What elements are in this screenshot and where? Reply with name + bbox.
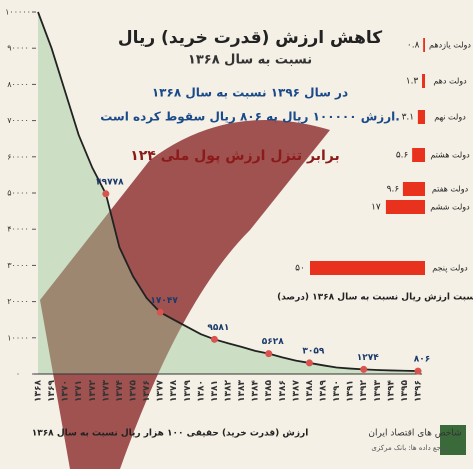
bar-category: دولت پنجم	[432, 264, 468, 273]
x-tick-label: ۱۳۸۶	[278, 380, 288, 402]
note: در سال ۱۳۹۶ نسبت به سال ۱۳۶۸	[152, 86, 348, 100]
x-tick-label: ۱۳۷۱	[74, 380, 84, 402]
value-label: ۴۹۷۷۸	[96, 177, 124, 187]
bar	[386, 200, 425, 214]
x-tick-label: ۱۳۷۵	[129, 380, 139, 402]
bar	[412, 148, 425, 162]
bar	[422, 74, 425, 88]
bar	[423, 38, 425, 52]
point	[157, 309, 164, 316]
x-tick-label: ۱۳۸۷	[291, 380, 301, 402]
x-tick-label: ۱۳۷۶	[142, 380, 152, 402]
value-label: ۱.۳	[406, 77, 419, 87]
x-tick-label: ۱۳۸۲	[224, 380, 234, 402]
value-label: ۳۰۵۹	[302, 346, 324, 356]
x-tick-label: ۱۳۷۰	[61, 380, 71, 402]
bar	[418, 110, 425, 124]
value-label: ۱۷	[371, 203, 381, 213]
point	[415, 368, 422, 375]
value-label: ۹.۶	[387, 185, 400, 195]
y-tick-label: ۹۰۰۰۰	[7, 44, 28, 53]
y-tick-label: ۶۰۰۰۰	[7, 152, 28, 161]
x-tick-label: ۱۳۸۹	[319, 380, 329, 402]
x-tick-label: ۱۳۹۰	[332, 380, 342, 402]
x-tick-label: ۱۳۸۳	[237, 380, 247, 402]
y-tick-label: ۴۰۰۰۰	[7, 225, 28, 234]
x-tick-label: ۱۳۶۹	[47, 380, 57, 402]
subtitle: نسبت به سال ۱۳۶۸	[188, 53, 312, 68]
y-tick-label: ۰	[16, 370, 20, 379]
x-tick-label: ۱۳۶۸	[34, 380, 44, 402]
value-label: ۵۰	[295, 264, 305, 274]
point	[265, 350, 272, 357]
point	[211, 336, 218, 343]
x-tick-label: ۱۳۷۸	[169, 380, 179, 402]
x-axis-label: ارزش (قدرت خرید) حقیقی ۱۰۰ هزار ریال نسب…	[32, 429, 309, 439]
x-tick-label: ۱۳۸۵	[264, 380, 274, 402]
point	[306, 359, 313, 366]
x-tick-label: ۱۳۸۰	[196, 380, 206, 402]
x-tick-label: ۱۳۸۸	[305, 380, 315, 402]
value-label: ۱۲۷۴	[357, 353, 379, 363]
bar	[403, 182, 425, 196]
x-tick-label: ۱۳۷۷	[156, 380, 166, 402]
bar-category: دولت هشتم	[430, 151, 470, 160]
bar-category: دولت دهم	[433, 77, 467, 86]
y-tick-label: ۲۰۰۰۰	[7, 297, 28, 306]
bar	[310, 261, 425, 275]
value-label: ۵.۶	[396, 151, 409, 161]
y-tick-label: ۱۰۰۰۰۰	[5, 8, 31, 17]
bar-category: دولت نهم	[434, 113, 466, 122]
point	[102, 190, 109, 197]
y-tick-label: ۷۰۰۰۰	[7, 116, 28, 125]
title: کاهش ارزش (قدرت خرید) ریال	[118, 28, 382, 48]
bar-category: دولت یازدهم	[429, 41, 471, 50]
x-tick-label: ۱۳۹۴	[386, 380, 396, 402]
x-tick-label: ۱۳۹۳	[373, 380, 383, 402]
y-tick-label: ۵۰۰۰۰	[7, 189, 28, 198]
bar-category: دولت ششم	[430, 203, 470, 212]
source-reference: مرجع داده ها: بانک مرکزی	[371, 444, 448, 452]
point	[360, 366, 367, 373]
value-label: ۳.۱	[402, 113, 415, 123]
value-label: ۰.۸	[407, 41, 420, 51]
source: شاخص های اقتصاد ایران	[368, 429, 461, 439]
y-tick-label: ۸۰۰۰۰	[7, 80, 28, 89]
x-tick-label: ۱۳۷۲	[88, 380, 98, 402]
y-tick-label: ۳۰۰۰۰	[7, 261, 28, 270]
x-tick-label: ۱۳۸۱	[210, 380, 220, 402]
value-label: ۱۷۰۴۷	[150, 296, 178, 306]
x-tick-label: ۱۳۹۶	[414, 380, 424, 402]
value-label: ۵۶۲۸	[262, 337, 284, 347]
x-axis-label: نسبت ارزش ریال نسبت به سال ۱۳۶۸ (درصد)	[277, 293, 473, 303]
x-tick-label: ۱۳۹۱	[346, 380, 356, 402]
x-tick-label: ۱۳۸۴	[251, 380, 261, 402]
x-tick-label: ۱۳۹۵	[400, 380, 410, 402]
bar-category: دولت هفتم	[432, 185, 469, 194]
x-tick-label: ۱۳۷۳	[101, 380, 111, 402]
x-tick-label: ۱۳۷۹	[183, 380, 193, 402]
value-label: ۹۵۸۱	[207, 323, 229, 333]
infographic: کاهش ارزش (قدرت خرید) ریال نسبت به سال ۱…	[0, 0, 473, 469]
x-tick-label: ۱۳۹۲	[359, 380, 369, 402]
value-label: ۸۰۶	[414, 355, 430, 365]
note: ارزش ۱۰۰۰۰۰ ریال به ۸۰۶ ریال سقوط کرده ا…	[100, 110, 400, 125]
y-tick-label: ۱۰۰۰۰	[7, 333, 28, 342]
note: ۱۲۴ برابر تنزل ارزش پول ملی	[130, 148, 340, 164]
x-tick-label: ۱۳۷۴	[115, 380, 125, 402]
